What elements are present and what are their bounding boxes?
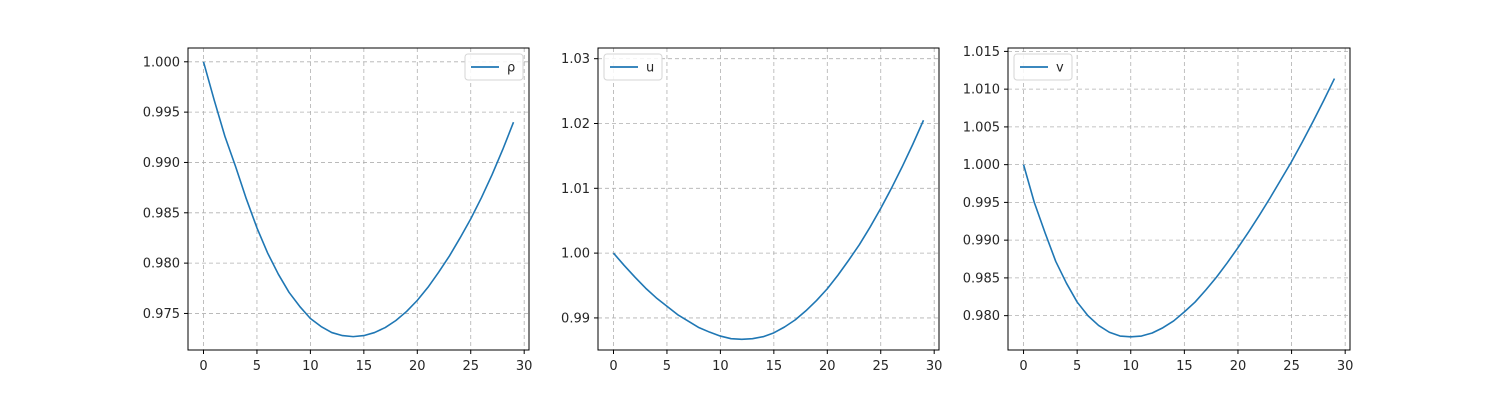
legend-label: v (1056, 61, 1064, 76)
x-tick-label: 0 (609, 359, 617, 374)
chart-panel-2: 0 5 10 15 20 25 30 0.99 1.00 1.01 1.02 1.03 u (561, 47, 943, 374)
legend: v (1013, 53, 1073, 81)
legend-label: u (646, 61, 654, 76)
chart-panel-3: 0 5 10 15 20 25 30 0.980 0.985 0.990 0.995 1.000 1.0… (963, 45, 1354, 374)
y-tick-label: 0.990 (963, 234, 1000, 249)
x-tick-label: 10 (302, 359, 319, 374)
x-tick-label: 5 (253, 359, 261, 374)
x-tick-label: 25 (1283, 359, 1300, 374)
axes-frame (1007, 47, 1351, 351)
y-tick-label: 1.000 (963, 158, 1000, 173)
x-tick-label: 15 (766, 359, 783, 374)
series-line-1 (1022, 78, 1336, 338)
y-tick-label: 1.01 (561, 182, 590, 197)
y-tick-label: 0.980 (143, 257, 180, 272)
y-tick-label: 1.000 (143, 55, 180, 70)
x-tick-label: 10 (712, 359, 729, 374)
legend: ρ (464, 53, 524, 81)
x-tick-label: 15 (1176, 359, 1193, 374)
x-tick-label: 10 (1122, 359, 1139, 374)
y-tick-label: 0.980 (963, 309, 1000, 324)
x-tick-label: 20 (409, 359, 426, 374)
y-tick-label: 0.985 (963, 271, 1000, 286)
x-tick-label: 30 (1337, 359, 1354, 374)
y-tick-label: 0.985 (143, 206, 180, 221)
axes-frame (597, 47, 940, 351)
x-tick-label: 20 (1230, 359, 1247, 374)
y-tick-label: 1.010 (963, 83, 1000, 98)
legend: u (603, 53, 663, 81)
x-tick-label: 5 (663, 359, 671, 374)
y-tick-label: 0.975 (143, 307, 180, 322)
axes-frame (187, 47, 530, 351)
y-tick-label: 0.99 (561, 311, 590, 326)
x-tick-label: 0 (1019, 359, 1027, 374)
x-tick-label: 0 (199, 359, 207, 374)
y-tick-label: 1.015 (963, 45, 1000, 60)
x-tick-label: 30 (516, 359, 533, 374)
y-tick-label: 1.005 (963, 120, 1000, 135)
x-tick-label: 20 (819, 359, 836, 374)
y-tick-label: 1.00 (561, 247, 590, 262)
series-line-1 (612, 119, 925, 341)
x-tick-label: 5 (1073, 359, 1081, 374)
y-tick-label: 0.995 (143, 106, 180, 121)
x-tick-label: 25 (462, 359, 479, 374)
y-tick-label: 0.995 (963, 196, 1000, 211)
legend-label: ρ (507, 61, 515, 76)
x-tick-label: 30 (926, 359, 943, 374)
series-line-1 (202, 61, 515, 338)
chart-panel-1: 0 5 10 15 20 25 30 0.975 0.980 0.985 0.990 0.995 1.0… (143, 47, 533, 374)
y-tick-label: 1.03 (561, 52, 590, 67)
x-tick-label: 25 (872, 359, 889, 374)
y-tick-label: 1.02 (561, 117, 590, 132)
x-tick-label: 15 (356, 359, 373, 374)
y-tick-label: 0.990 (143, 156, 180, 171)
